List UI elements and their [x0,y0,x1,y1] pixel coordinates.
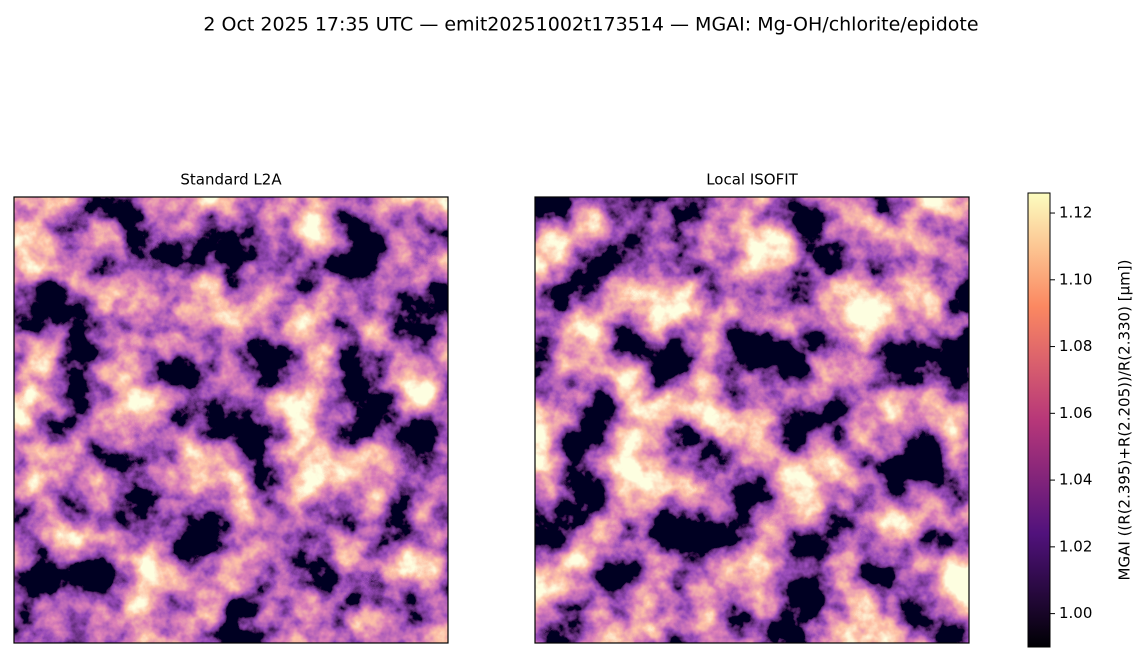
colorbar-tick-label: 1.12 [1059,204,1092,222]
image [14,197,448,643]
colorbar-tick-label: 1.06 [1059,404,1092,422]
panel-title: Standard L2A [180,171,282,189]
figure-title: 2 Oct 2025 17:35 UTC — emit20251002t1735… [203,14,978,36]
colorbar-tick-label: 1.04 [1059,471,1092,489]
colorbar-tick-label: 1.00 [1059,604,1092,622]
axes-frame [534,196,970,644]
colorbar-tick-label: 1.02 [1059,537,1092,555]
colorbar-tick-label: 1.10 [1059,270,1092,288]
panel-title: Local ISOFIT [706,171,798,189]
colorbar-tick-label: 1.08 [1059,337,1092,355]
colorbar [1027,192,1051,648]
image [535,197,969,643]
axes-frame [13,196,449,644]
colorbar-label: MGAI ((R(2.395)+R(2.205))/R(2.330) [µm]) [1116,260,1134,581]
